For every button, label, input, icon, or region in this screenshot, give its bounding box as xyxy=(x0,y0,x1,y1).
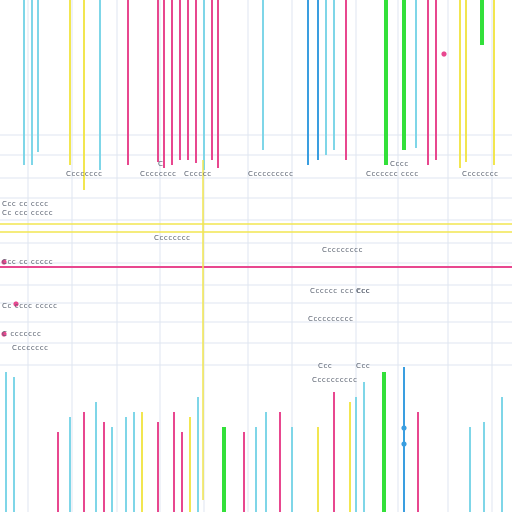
chart-label: Cccccccccc xyxy=(248,170,294,178)
chart-label: Cccccccc xyxy=(66,170,103,178)
data-point xyxy=(401,441,407,447)
chart-label: Cccccccc xyxy=(12,344,49,352)
chart-label: Cccccccccc xyxy=(312,376,358,384)
data-point xyxy=(401,425,407,431)
chart-label: Ccccccccc xyxy=(322,246,364,254)
data-point xyxy=(13,301,19,307)
chart-label: Ccc xyxy=(356,287,371,295)
chart-label: Ccc cc cccc xyxy=(2,200,49,208)
chart-label: Cccccccccc xyxy=(308,315,354,323)
chart-label: Ccc cc ccccc xyxy=(2,258,54,266)
chart-label: Ccc xyxy=(318,362,333,370)
data-point xyxy=(1,331,7,337)
chart-label: Cccccc ccc ccc xyxy=(310,287,371,295)
chart-label: Cccccccc xyxy=(140,170,177,178)
chart-label: Cccccccc xyxy=(154,234,191,242)
chart-label: Ccc xyxy=(356,362,371,370)
data-point xyxy=(441,51,447,57)
chart-label: Ccccccc cccc xyxy=(366,170,419,178)
chart-label: Cccccc xyxy=(184,170,212,178)
chart-label: C ccccccc xyxy=(2,330,42,338)
chart-label: Cccc xyxy=(390,160,409,168)
chart-label: Cc cccc ccccc xyxy=(2,302,58,310)
chart-label: Cc ccc ccccc xyxy=(2,209,54,217)
data-point xyxy=(1,259,7,265)
chart-label: Cccccccc xyxy=(462,170,499,178)
chart-label: C xyxy=(158,160,164,168)
